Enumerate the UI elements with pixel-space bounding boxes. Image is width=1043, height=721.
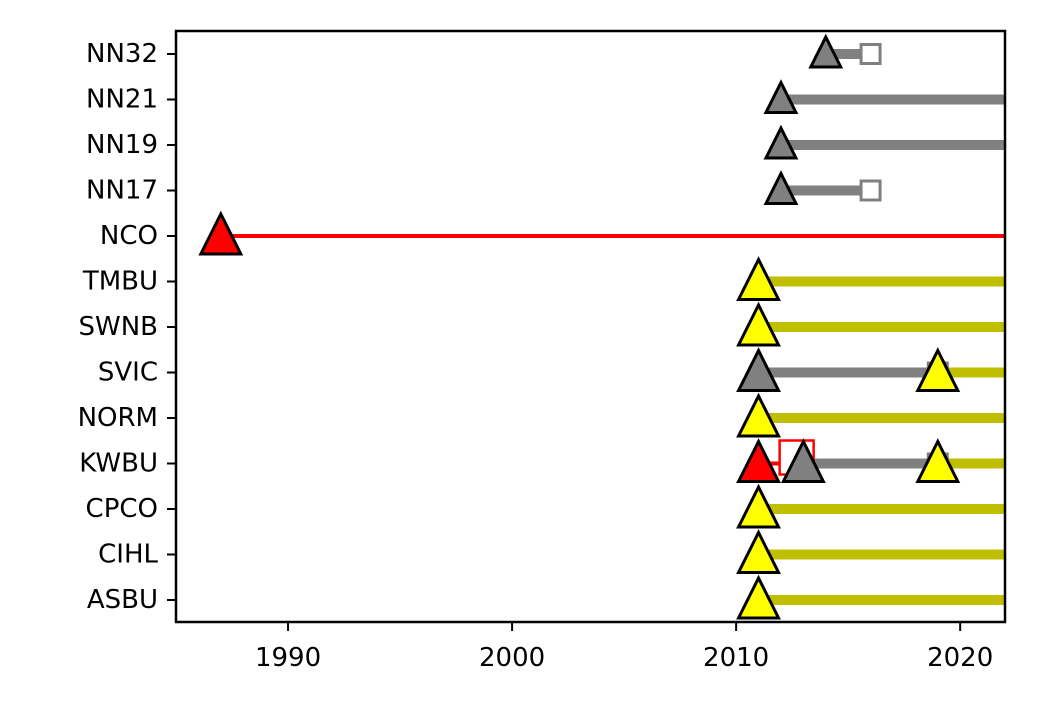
start-markers — [198, 33, 961, 620]
x-tick-label: 2020 — [927, 643, 993, 673]
x-tick-label: 1990 — [255, 643, 321, 673]
start-marker-kwbu — [780, 438, 826, 483]
x-tick-label: 2010 — [703, 643, 769, 673]
y-tick-label: NCO — [100, 221, 158, 251]
y-tick-label: NN21 — [86, 85, 158, 115]
start-marker-cpco — [736, 483, 781, 529]
start-marker-nn21 — [763, 79, 799, 114]
y-tick-label: KWBU — [79, 449, 158, 479]
y-tick-label: NN19 — [86, 130, 158, 160]
start-marker-tmbu — [736, 256, 781, 301]
series-lines — [220, 49, 1005, 605]
start-marker-nn32 — [808, 33, 844, 69]
start-marker-kwbu — [915, 438, 961, 483]
end-markers — [778, 43, 949, 476]
start-marker-nco — [198, 210, 244, 256]
plot-area — [198, 33, 1005, 620]
y-tick-label: ASBU — [87, 585, 158, 615]
y-tick-label: SVIC — [98, 358, 158, 388]
y-tick-label: NN17 — [86, 176, 158, 206]
start-marker-nn17 — [763, 170, 799, 205]
start-marker-nn19 — [763, 124, 799, 160]
y-tick-label: CPCO — [86, 494, 158, 524]
start-marker-svic — [736, 347, 781, 392]
start-marker-kwbu — [736, 438, 781, 483]
end-marker-nn32 — [859, 43, 882, 65]
y-tick-label: NN32 — [86, 39, 158, 69]
start-marker-cihl — [736, 529, 781, 574]
y-tick-label: SWNB — [79, 312, 159, 342]
start-marker-svic — [915, 347, 961, 392]
x-tick-label: 2000 — [479, 643, 545, 673]
start-marker-norm — [736, 392, 781, 438]
axes: ASBU CIHL CPCO KWBU NORM SVIC SWNB TMBU NCO NN17 N… — [78, 29, 1007, 673]
end-marker-nn17 — [859, 179, 882, 202]
y-tick-label: NORM — [78, 403, 158, 433]
start-marker-asbu — [736, 574, 781, 620]
start-marker-swnb — [736, 301, 781, 347]
y-tick-label: CIHL — [98, 540, 158, 570]
y-tick-label: TMBU — [82, 267, 158, 297]
